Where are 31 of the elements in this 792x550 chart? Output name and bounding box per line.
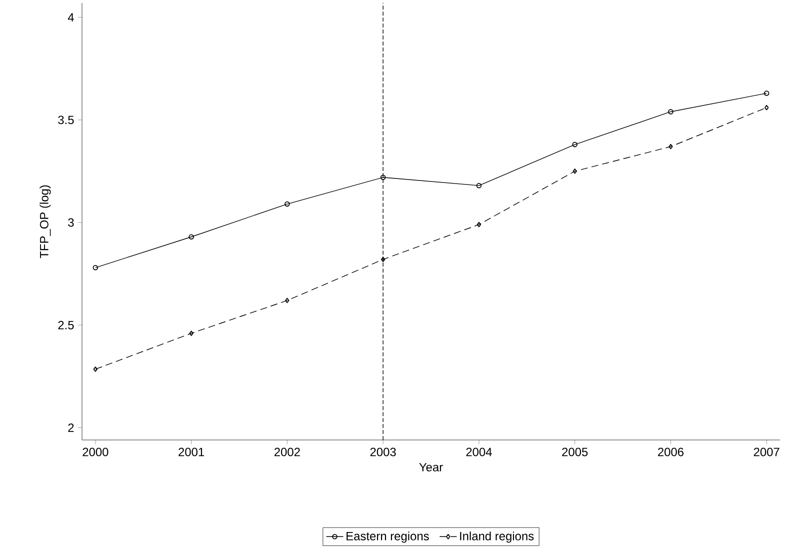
x-tick-label: 2005	[562, 448, 588, 456]
x-tick-label: 2000	[82, 448, 108, 456]
point	[668, 109, 674, 114]
y-tick-label: 3	[68, 218, 74, 227]
legend-label: Inland regions	[460, 532, 534, 543]
x-tick-label: 2007	[754, 448, 780, 456]
x-axis-title: Year	[419, 463, 443, 472]
x-tick-label: 2006	[658, 448, 684, 456]
point	[476, 182, 482, 188]
y-tick-label: 4	[68, 13, 74, 22]
point	[380, 256, 386, 262]
point	[764, 104, 769, 110]
point	[476, 222, 482, 228]
y-tick-label: 3.5	[58, 116, 74, 124]
point	[380, 174, 386, 180]
y-tick-label: 2.5	[58, 320, 74, 330]
legend-label: Eastern regions	[346, 532, 429, 543]
x-tick-label: 2002	[274, 448, 300, 456]
point	[188, 234, 194, 240]
point	[572, 142, 578, 148]
point	[284, 201, 290, 207]
x-tick-label: 2003	[370, 448, 396, 456]
point	[93, 366, 98, 372]
x-tick-label: 2001	[178, 448, 204, 456]
x-tick-label: 2004	[466, 448, 492, 456]
point	[668, 144, 673, 150]
point	[572, 168, 577, 174]
y-tick-label: 2	[68, 424, 74, 432]
point	[189, 330, 194, 336]
y-axis-title: TFP_OP (log)	[40, 185, 51, 258]
point	[285, 298, 290, 304]
